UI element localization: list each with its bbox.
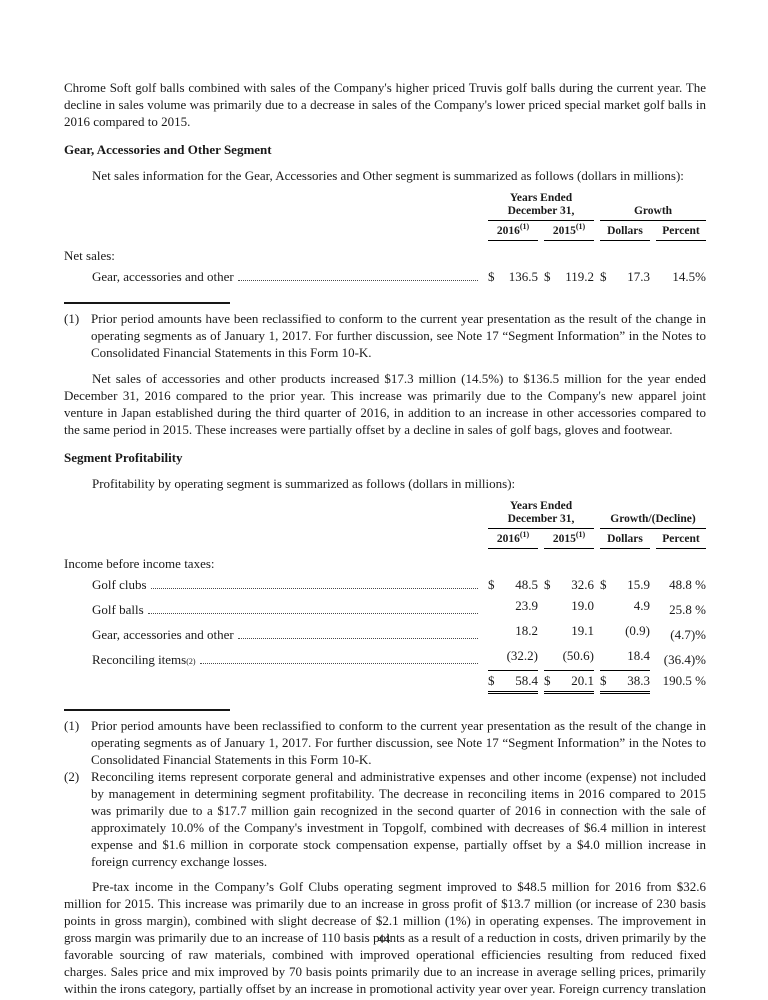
table-row: Gear, accessories and other $136.5 $119.…	[64, 268, 706, 285]
section-label: Net sales:	[64, 248, 115, 263]
table-row-gear-accessories: Gear, accessories and other 18.2 19.1 (0…	[64, 622, 706, 643]
footnote-2: (2) Reconciling items represent corporat…	[64, 768, 706, 870]
cell-2016: (32.2)	[506, 648, 538, 663]
footnote-ref-icon: (1)	[519, 222, 530, 232]
cell-dollars: 4.9	[633, 598, 650, 613]
dot-leader	[150, 588, 478, 589]
dot-leader	[237, 280, 478, 281]
footnote-number: (1)	[64, 718, 80, 733]
footnote-ref-icon: (1)	[575, 222, 586, 232]
cell-percent: 48.8 %	[669, 577, 706, 592]
page-number: 44	[377, 932, 391, 946]
column-header-2015: 2015(1)	[544, 530, 594, 549]
row-label: Golf clubs	[92, 577, 147, 592]
pretax-income-paragraph: Pre-tax income in the Company’s Golf Clu…	[64, 879, 706, 1000]
cell-2015: (50.6)	[562, 648, 594, 663]
years-ended-group-header: Years Ended December 31,	[488, 500, 594, 529]
footnote-1: (1) Prior period amounts have been recla…	[64, 717, 706, 768]
cell-dollars: $15.9	[600, 577, 650, 592]
row-label: Gear, accessories and other	[92, 269, 234, 284]
column-header-percent: Percent	[656, 532, 706, 549]
dot-leader	[199, 663, 478, 664]
cell-dollars: (0.9)	[625, 623, 650, 638]
cell-percent: (4.7)%	[670, 627, 706, 642]
column-header-2016: 2016(1)	[488, 222, 538, 241]
footnote-separator	[64, 709, 230, 711]
cell-2016: 23.9	[515, 598, 538, 613]
total-cell-2015: $20.1	[544, 670, 594, 694]
footnote-number: (2)	[64, 769, 80, 784]
table-total-row: $58.4 $20.1 $38.3 190.5 %	[64, 670, 706, 694]
column-header-percent: Percent	[656, 224, 706, 241]
net-sales-paragraph: Net sales of accessories and other produ…	[64, 371, 706, 437]
table-section-row: Income before income taxes:	[64, 555, 706, 572]
section-label: Income before income taxes:	[64, 556, 215, 571]
table-row-reconciling-items: Reconciling items (2) (32.2) (50.6) 18.4 …	[92, 648, 706, 667]
cell-percent: (36.4)%	[663, 652, 706, 667]
table-row-golf-clubs: Golf clubs $48.5 $32.6 $15.9 48.8 %	[64, 576, 706, 593]
column-header-2015: 2015(1)	[544, 222, 594, 241]
footnote-number: (1)	[64, 311, 80, 326]
cell-2016: $136.5	[488, 269, 538, 284]
profitability-table: Years Ended December 31, Growth/(Decline…	[64, 500, 706, 694]
cell-percent: 25.8 %	[669, 602, 706, 617]
net-sales-table-group-header: Years Ended December 31, Growth	[64, 192, 706, 221]
growth-group-header: Growth	[600, 205, 706, 221]
dot-leader	[147, 613, 478, 614]
column-header-2016: 2016(1)	[488, 530, 538, 549]
cell-dollars: $17.3	[600, 269, 650, 284]
footnote-text: Reconciling items represent corporate ge…	[91, 769, 706, 869]
cell-2016: 18.2	[515, 623, 538, 638]
footnote-1: (1) Prior period amounts have been recla…	[64, 310, 706, 361]
cell-percent: 14.5%	[672, 269, 706, 284]
total-cell-percent: 190.5 %	[662, 673, 706, 688]
cell-dollars: 18.4	[627, 648, 650, 663]
profitability-table-group-header: Years Ended December 31, Growth/(Decline…	[64, 500, 706, 529]
footnote-list: (1) Prior period amounts have been recla…	[64, 717, 706, 870]
row-label: Reconciling items	[92, 652, 187, 667]
row-label: Golf balls	[92, 602, 144, 617]
growth-decline-group-header: Growth/(Decline)	[600, 513, 706, 529]
footnote-ref-icon: (1)	[519, 530, 530, 540]
cell-2015: $32.6	[544, 577, 594, 592]
net-sales-table: Years Ended December 31, Growth 2016(1) …	[64, 192, 706, 285]
dot-leader	[237, 638, 478, 639]
footnote-ref-icon: (1)	[575, 530, 586, 540]
table-row-golf-balls: Golf balls 23.9 19.0 4.9 25.8 %	[64, 597, 706, 618]
table-section-row: Net sales:	[64, 247, 706, 264]
cell-2015: 19.1	[571, 623, 594, 638]
cell-2015: 19.0	[571, 598, 594, 613]
cell-2016: $48.5	[488, 577, 538, 592]
gear-lead-in: Net sales information for the Gear, Acce…	[92, 168, 684, 183]
profitability-table-column-headers: 2016(1) 2015(1) Dollars Percent	[64, 530, 706, 549]
years-ended-group-header: Years Ended December 31,	[488, 192, 594, 221]
profitability-lead-in: Profitability by operating segment is su…	[92, 476, 516, 491]
column-header-dollars: Dollars	[600, 224, 650, 241]
intro-paragraph: Chrome Soft golf balls combined with sal…	[64, 80, 706, 129]
footnote-text: Prior period amounts have been reclassif…	[91, 718, 706, 767]
footnote-separator	[64, 302, 230, 304]
total-cell-dollars: $38.3	[600, 670, 650, 694]
segment-profitability-heading: Segment Profitability	[64, 450, 183, 465]
total-cell-2016: $58.4	[488, 670, 538, 694]
net-sales-table-column-headers: 2016(1) 2015(1) Dollars Percent	[64, 222, 706, 241]
cell-2015: $119.2	[544, 269, 594, 284]
footnote-text: Prior period amounts have been reclassif…	[91, 311, 706, 360]
row-label: Gear, accessories and other	[92, 627, 234, 642]
gear-segment-heading: Gear, Accessories and Other Segment	[64, 142, 272, 157]
column-header-dollars: Dollars	[600, 532, 650, 549]
